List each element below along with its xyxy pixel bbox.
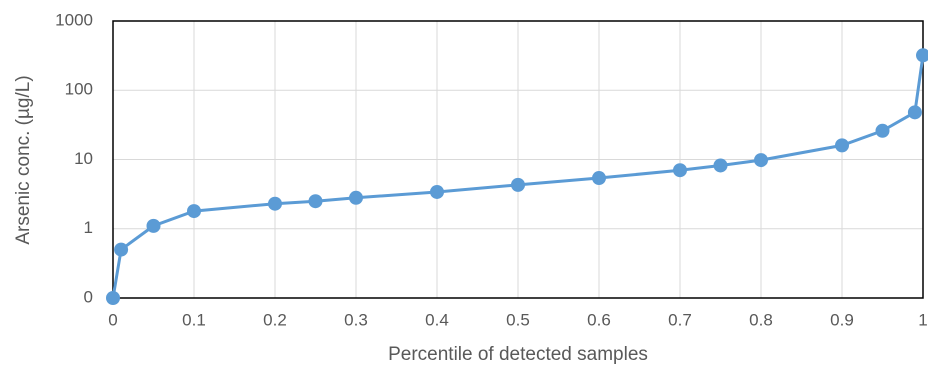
data-point xyxy=(187,204,201,219)
data-point xyxy=(592,171,606,186)
data-point xyxy=(268,196,282,211)
data-point xyxy=(114,242,129,257)
x-tick-label: 1 xyxy=(918,310,927,329)
y-tick-label: 10 xyxy=(74,149,93,168)
x-axis-title: Percentile of detected samples xyxy=(388,344,648,365)
x-tick-label: 0.6 xyxy=(587,310,611,329)
x-tick-label: 0.5 xyxy=(506,310,530,329)
x-tick-label: 0.1 xyxy=(182,310,206,329)
data-point xyxy=(430,184,444,199)
data-point xyxy=(907,105,922,120)
data-point xyxy=(146,218,161,233)
data-point xyxy=(875,123,890,138)
y-tick-label: 100 xyxy=(65,80,93,99)
x-tick-label: 0.2 xyxy=(263,310,287,329)
data-point xyxy=(835,138,849,153)
data-point xyxy=(349,190,363,205)
x-tick-label: 0 xyxy=(108,310,117,329)
data-point xyxy=(713,158,728,173)
y-tick-label: 1 xyxy=(84,218,93,237)
y-tick-label: 1000 xyxy=(55,10,93,29)
y-tick-label: 0 xyxy=(84,287,93,306)
x-tick-label: 0.7 xyxy=(668,310,692,329)
data-point xyxy=(754,153,768,168)
plot-frame xyxy=(112,20,924,299)
x-tick-label: 0.8 xyxy=(749,310,773,329)
x-tick-label: 0.3 xyxy=(344,310,368,329)
data-point xyxy=(308,194,323,209)
data-point xyxy=(106,291,120,305)
y-axis-title: Arsenic conc. (µg/L) xyxy=(13,75,34,244)
x-tick-label: 0.9 xyxy=(830,310,854,329)
data-point xyxy=(673,163,687,178)
data-point xyxy=(511,177,525,192)
data-point xyxy=(916,48,928,63)
x-tick-label: 0.4 xyxy=(425,310,449,329)
